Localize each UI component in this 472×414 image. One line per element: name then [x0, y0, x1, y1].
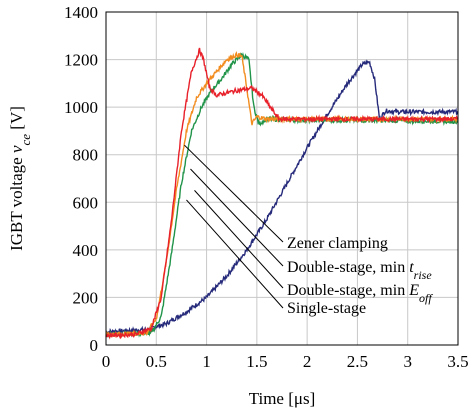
y-tick-label: 0 [90, 336, 99, 355]
x-tick-label: 1.5 [246, 352, 267, 371]
y-tick-labels: 0 200 400 600 800 1000 1200 1400 [64, 3, 98, 355]
annotation-label: Double-stage, min trise [287, 259, 432, 282]
x-tick-label: 3 [403, 352, 412, 371]
annotation-leader [190, 168, 284, 267]
annotation-label: Zener clamping [287, 235, 388, 252]
annotation-label: Single-stage [287, 300, 366, 317]
plot-frame [105, 11, 459, 346]
y-tick-label: 400 [73, 241, 99, 260]
y-tick-label: 1200 [64, 51, 98, 70]
y-tick-label: 200 [73, 288, 99, 307]
series-line [105, 59, 459, 336]
y-axis-label: IGBT voltage vce [V] [7, 106, 33, 251]
y-tick-label: 1000 [64, 98, 98, 117]
y-tick-label: 800 [73, 146, 99, 165]
annotations: Zener clamping Double-stage, min triseDou… [184, 144, 433, 317]
x-tick-label: 0.5 [146, 352, 167, 371]
x-tick-label: 2.5 [347, 352, 368, 371]
annotation-leader [194, 190, 284, 289]
x-tick-label: 2 [303, 352, 312, 371]
annotation-leader [186, 199, 284, 309]
x-tick-label: 3.5 [447, 352, 468, 371]
x-tick-label: 1 [202, 352, 211, 371]
x-tick-label: 0 [102, 352, 111, 371]
y-tick-label: 600 [73, 193, 99, 212]
x-axis-label: Time [μs] [249, 389, 316, 408]
annotation-label: Double-stage, min Eoff [287, 282, 433, 305]
grid [106, 12, 458, 345]
y-tick-label: 1400 [64, 3, 98, 22]
x-tick-labels: 0 0.5 1 1.5 2 2.5 3 3.5 [102, 352, 469, 371]
annotation-leader [184, 144, 284, 243]
series-group [105, 47, 459, 340]
series-line [105, 47, 459, 340]
